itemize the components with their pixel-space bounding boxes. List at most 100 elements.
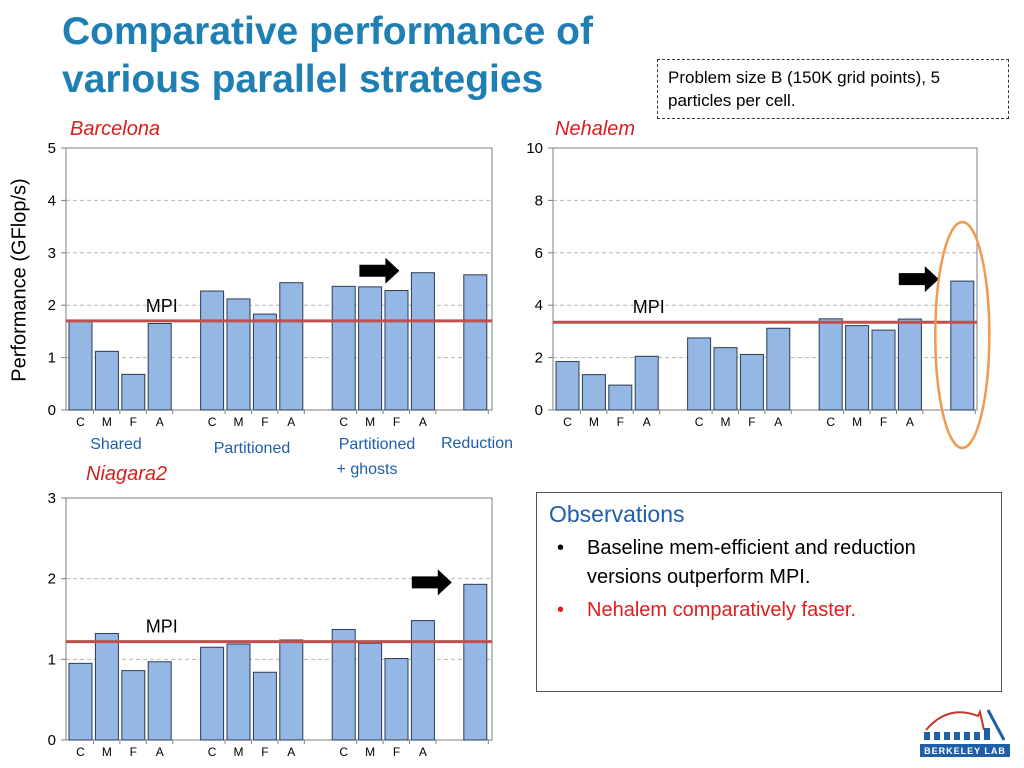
x-tick-label: M (721, 415, 731, 429)
x-tick-label: F (393, 745, 400, 759)
bar (331, 285, 356, 411)
bar (634, 355, 659, 411)
x-tick-label: F (393, 415, 400, 429)
group-label-reduction: Reduction (441, 435, 513, 452)
chart-barcelona: 0 1 2 3 4 5 C M F A C M F A C M F A MPI (48, 140, 493, 429)
x-tick-label: F (130, 415, 137, 429)
highlight-arrow-icon (898, 266, 939, 293)
bar (68, 662, 93, 741)
y-tick-label: 6 (535, 245, 543, 262)
plot-border (65, 147, 493, 411)
observation-item: • Baseline mem-efficient and reduction ve… (557, 537, 916, 588)
bar (121, 373, 146, 411)
bar (845, 325, 870, 411)
x-tick-label: A (419, 415, 427, 429)
bar (555, 361, 580, 411)
x-tick-label: F (748, 415, 755, 429)
observations-title: Observations (549, 501, 685, 527)
y-tick-label: 2 (48, 297, 56, 314)
bar (950, 280, 975, 411)
chart-title-nehalem: Nehalem (555, 118, 636, 140)
bar (463, 583, 488, 741)
bar (384, 290, 409, 411)
y-tick-label: 4 (535, 297, 543, 314)
bar (410, 620, 435, 741)
bar (739, 353, 764, 411)
x-tick-label: C (208, 745, 217, 759)
bar (818, 318, 843, 411)
y-tick-label: 2 (48, 571, 56, 588)
highlight-ellipse (934, 220, 991, 450)
y-tick-label: 4 (48, 192, 56, 209)
mpi-label: MPI (146, 617, 178, 637)
y-tick-label: 8 (535, 192, 543, 209)
x-tick-label: A (156, 745, 164, 759)
y-tick-label: 0 (48, 732, 56, 749)
bar (252, 671, 277, 741)
bar (358, 286, 383, 411)
x-tick-label: C (339, 745, 348, 759)
group-label-shared: Shared (90, 436, 142, 453)
bar (147, 323, 172, 411)
x-tick-label: A (156, 415, 164, 429)
logo-text: BERKELEY LAB (924, 746, 1006, 756)
x-tick-label: F (261, 745, 268, 759)
x-tick-label: M (234, 415, 244, 429)
mpi-label: MPI (146, 296, 178, 316)
chart-title-niagara2: Niagara2 (86, 463, 168, 485)
bar (331, 628, 356, 741)
y-tick-label: 3 (48, 245, 56, 262)
observation-text: Baseline mem-efficient and reduction ver… (587, 537, 916, 588)
group-label-ghosts-line2: + ghosts (337, 461, 398, 478)
x-tick-label: M (365, 745, 375, 759)
bar (94, 350, 119, 411)
bar (200, 290, 225, 411)
berkeley-lab-logo: BERKELEY LAB (920, 709, 1010, 757)
bar (121, 670, 146, 741)
x-tick-label: C (826, 415, 835, 429)
x-tick-label: A (419, 745, 427, 759)
bar (766, 327, 791, 411)
y-tick-label: 0 (535, 402, 543, 419)
bar (200, 646, 225, 741)
observation-item: • Nehalem comparatively faster. (557, 599, 857, 621)
x-tick-label: F (880, 415, 887, 429)
chart-nehalem: 0 2 4 6 8 10 C M F A C M F A C M F A MPI (526, 140, 978, 429)
bar (871, 329, 896, 411)
bar (384, 658, 409, 741)
bar (147, 661, 172, 741)
x-tick-label: F (617, 415, 624, 429)
y-tick-label: 0 (48, 402, 56, 419)
observations-list: • Baseline mem-efficient and reduction ve… (549, 534, 989, 625)
bar (687, 337, 712, 411)
bar (463, 274, 488, 411)
bar (279, 639, 304, 741)
y-tick-label: 1 (48, 651, 56, 668)
bar (713, 347, 738, 411)
x-tick-label: F (261, 415, 268, 429)
problem-size-box: Problem size B (150K grid points), 5 par… (657, 59, 1009, 119)
bar (897, 318, 922, 411)
x-tick-label: M (234, 745, 244, 759)
x-tick-label: A (774, 415, 782, 429)
y-tick-label: 3 (48, 490, 56, 507)
x-tick-label: C (339, 415, 348, 429)
plot-border (65, 497, 493, 741)
highlight-arrow-icon (359, 257, 400, 284)
y-tick-label: 1 (48, 350, 56, 367)
mpi-label: MPI (633, 297, 665, 317)
x-tick-label: C (208, 415, 217, 429)
bar (608, 384, 633, 411)
y-tick-label: 5 (48, 140, 56, 157)
bar (226, 643, 251, 741)
slide-title: Comparative performance of various paral… (62, 10, 593, 101)
x-tick-label: C (76, 415, 85, 429)
y-tick-label: 2 (535, 350, 543, 367)
bar (252, 313, 277, 411)
x-tick-label: A (287, 745, 295, 759)
x-tick-label: M (852, 415, 862, 429)
x-tick-label: A (287, 415, 295, 429)
highlight-arrow-icon (411, 569, 452, 596)
chart-title-barcelona: Barcelona (70, 118, 161, 140)
x-tick-label: A (643, 415, 651, 429)
